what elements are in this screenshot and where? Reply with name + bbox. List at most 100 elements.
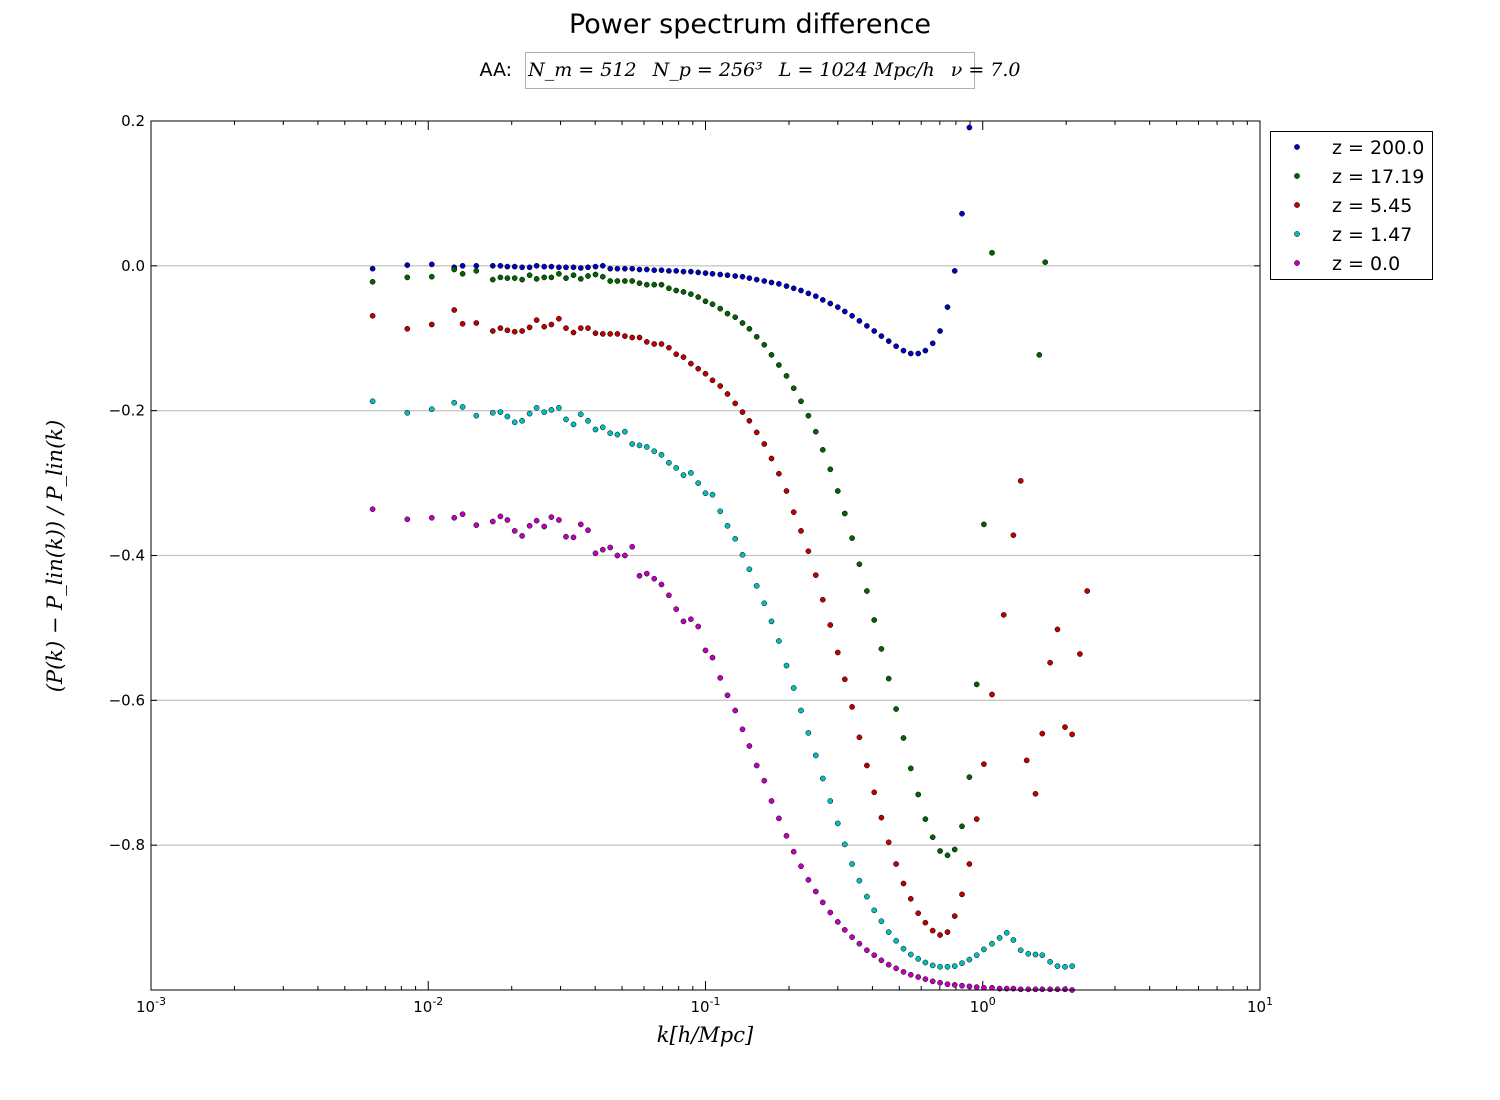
data-point	[959, 960, 965, 967]
data-point	[841, 308, 848, 315]
data-point	[369, 278, 376, 285]
data-point	[489, 328, 496, 334]
data-point	[541, 263, 548, 270]
data-point	[856, 561, 863, 568]
data-point	[504, 517, 511, 523]
data-point	[834, 649, 841, 656]
data-point	[680, 268, 687, 275]
data-point	[1062, 963, 1068, 970]
data-point	[768, 798, 775, 804]
legend-marker	[1294, 144, 1300, 150]
data-point	[783, 662, 790, 669]
data-point	[658, 267, 665, 274]
data-point	[856, 940, 863, 947]
data-point	[570, 534, 577, 541]
data-point	[732, 535, 739, 542]
data-point	[680, 289, 687, 295]
subtitle-box: AA: N_m = 512 N_p = 256³ L = 1024 Mpc/h …	[479, 52, 1021, 89]
legend-label: z = 5.45	[1332, 195, 1412, 217]
data-points	[369, 124, 1091, 993]
data-point	[1017, 947, 1024, 954]
data-point	[666, 592, 672, 599]
data-point	[798, 863, 804, 870]
data-point	[937, 848, 943, 854]
x-tick-label: 10-3	[136, 995, 166, 1016]
data-point	[739, 320, 746, 326]
data-point	[511, 528, 518, 534]
data-point	[878, 918, 885, 925]
data-point	[1047, 986, 1053, 993]
data-point	[732, 314, 739, 321]
data-point	[819, 596, 826, 603]
data-point	[651, 281, 658, 288]
data-point	[636, 266, 643, 273]
legend-label: z = 1.47	[1332, 224, 1412, 246]
data-point	[451, 307, 458, 313]
data-point	[805, 548, 812, 555]
data-point	[1054, 986, 1061, 993]
data-point	[885, 961, 892, 968]
data-point	[1047, 659, 1053, 666]
data-point	[636, 572, 643, 579]
data-point	[489, 518, 496, 525]
data-point	[673, 606, 680, 612]
data-point	[724, 272, 731, 279]
data-point	[981, 946, 987, 953]
data-point	[541, 409, 548, 415]
data-point	[768, 455, 775, 462]
data-point	[526, 272, 533, 279]
data-point	[893, 706, 899, 712]
data-point	[973, 952, 980, 959]
data-point	[871, 907, 878, 914]
data-point	[989, 940, 995, 947]
data-point	[937, 328, 943, 334]
data-point	[812, 293, 819, 300]
data-point	[893, 937, 899, 944]
data-point	[629, 441, 636, 447]
data-point	[864, 947, 870, 954]
data-point	[827, 798, 834, 804]
data-point	[695, 623, 702, 630]
data-point	[981, 761, 987, 767]
data-point	[680, 618, 687, 625]
data-point	[783, 283, 790, 289]
legend: z = 200.0 z = 17.19 z = 5.45 z = 1.47 z = 0.…	[1270, 131, 1433, 280]
data-point	[893, 861, 899, 867]
data-point	[724, 391, 731, 397]
data-point	[666, 459, 672, 466]
data-point	[702, 270, 709, 276]
data-point	[959, 891, 965, 898]
legend-label: z = 200.0	[1332, 137, 1424, 159]
data-point	[541, 274, 548, 281]
data-point	[724, 522, 731, 529]
data-point	[709, 654, 716, 661]
subtitle-box-size: L = 1024 Mpc/h	[778, 59, 935, 81]
data-point	[592, 263, 599, 270]
data-point	[548, 514, 555, 520]
data-point	[577, 276, 584, 282]
data-point	[570, 329, 577, 336]
data-point	[473, 262, 480, 269]
data-point	[739, 726, 746, 733]
data-point	[849, 312, 855, 319]
data-point	[841, 510, 848, 517]
data-point	[753, 333, 760, 340]
data-point	[753, 762, 760, 769]
data-point	[497, 513, 504, 520]
data-point	[989, 249, 995, 256]
data-point	[951, 963, 958, 969]
data-point	[651, 448, 658, 455]
data-point	[599, 273, 606, 280]
data-point	[451, 266, 458, 273]
data-point	[900, 347, 907, 354]
data-point	[819, 297, 826, 303]
data-point	[798, 287, 804, 294]
subtitle-frame	[525, 52, 975, 89]
data-point	[922, 347, 929, 354]
data-point	[570, 421, 577, 428]
data-point	[959, 823, 965, 830]
data-point	[614, 331, 621, 337]
data-point	[680, 354, 687, 360]
data-point	[658, 341, 665, 347]
data-point	[1039, 986, 1046, 993]
